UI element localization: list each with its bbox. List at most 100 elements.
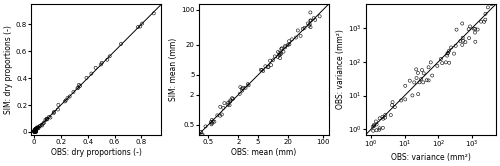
Point <box>412 77 420 79</box>
Point <box>33 127 41 130</box>
Point <box>32 131 40 133</box>
Point <box>402 84 409 87</box>
Point <box>136 25 144 28</box>
Point <box>424 66 432 69</box>
Point <box>228 97 236 99</box>
Point <box>372 129 380 132</box>
Point <box>36 124 44 127</box>
Point <box>408 94 416 97</box>
Point <box>306 26 314 29</box>
Point <box>372 123 380 126</box>
Point <box>224 101 232 104</box>
Point <box>316 15 324 18</box>
Point <box>226 104 234 107</box>
Point <box>238 87 246 90</box>
Point <box>277 52 285 55</box>
Point <box>226 100 234 103</box>
Point <box>42 119 50 121</box>
Point <box>97 63 105 66</box>
Point <box>32 129 40 131</box>
Point <box>465 37 473 40</box>
Point <box>244 83 252 85</box>
Point <box>269 59 277 62</box>
Point <box>43 118 51 121</box>
Point <box>198 133 206 136</box>
X-axis label: OBS: variance (mm²): OBS: variance (mm²) <box>391 153 470 162</box>
Point <box>216 114 224 117</box>
Point <box>370 124 378 127</box>
Point <box>437 58 445 60</box>
Point <box>45 116 53 118</box>
Point <box>32 129 40 132</box>
Point <box>92 66 100 69</box>
Point <box>304 22 312 25</box>
Point <box>307 19 315 22</box>
Point <box>209 120 217 123</box>
Point <box>445 61 453 64</box>
Point <box>75 83 83 86</box>
Point <box>106 55 114 58</box>
Point <box>484 6 492 9</box>
Point <box>388 101 396 103</box>
Point <box>210 120 218 123</box>
Point <box>414 72 422 74</box>
Point <box>32 129 40 132</box>
Point <box>426 61 434 64</box>
Point <box>284 44 292 46</box>
Point <box>368 125 376 128</box>
Y-axis label: SIM: dry proportions (-): SIM: dry proportions (-) <box>4 25 13 114</box>
Point <box>31 130 39 133</box>
Point <box>466 25 474 28</box>
Point <box>420 72 428 75</box>
Point <box>220 107 228 109</box>
Point <box>285 40 293 42</box>
Point <box>286 43 294 46</box>
Point <box>428 74 436 77</box>
Point <box>43 117 51 120</box>
Point <box>379 126 387 129</box>
Point <box>30 130 38 133</box>
Y-axis label: SIM: mean (mm): SIM: mean (mm) <box>169 38 178 101</box>
Point <box>292 36 300 39</box>
Point <box>198 133 205 136</box>
Point <box>267 64 275 66</box>
Point <box>34 126 42 129</box>
Point <box>32 129 40 132</box>
Point <box>296 35 304 37</box>
Point <box>257 68 265 71</box>
Point <box>276 52 283 54</box>
Point <box>288 38 296 41</box>
Point <box>412 68 420 71</box>
Point <box>305 24 313 27</box>
Point <box>388 104 396 106</box>
Point <box>456 40 464 42</box>
Point <box>30 130 38 132</box>
Point <box>207 121 215 124</box>
Point <box>31 129 39 132</box>
Point <box>88 72 96 75</box>
X-axis label: OBS: dry proportions (-): OBS: dry proportions (-) <box>51 148 142 157</box>
Point <box>30 131 38 133</box>
Point <box>416 81 424 84</box>
Point <box>74 86 82 89</box>
Point <box>208 119 216 121</box>
Point <box>482 12 490 15</box>
Point <box>76 85 84 87</box>
Point <box>61 100 69 103</box>
Point <box>214 114 222 117</box>
Point <box>372 120 380 123</box>
Point <box>66 95 74 98</box>
Point <box>259 70 267 72</box>
Point <box>376 117 384 120</box>
Point <box>30 129 38 132</box>
Point <box>418 69 426 71</box>
Point <box>378 116 386 118</box>
Point <box>443 54 451 57</box>
Point <box>220 102 228 104</box>
Point <box>216 105 224 108</box>
Point <box>397 99 405 102</box>
Point <box>306 23 314 26</box>
Point <box>387 114 395 116</box>
Point <box>197 130 205 133</box>
Point <box>306 19 314 22</box>
